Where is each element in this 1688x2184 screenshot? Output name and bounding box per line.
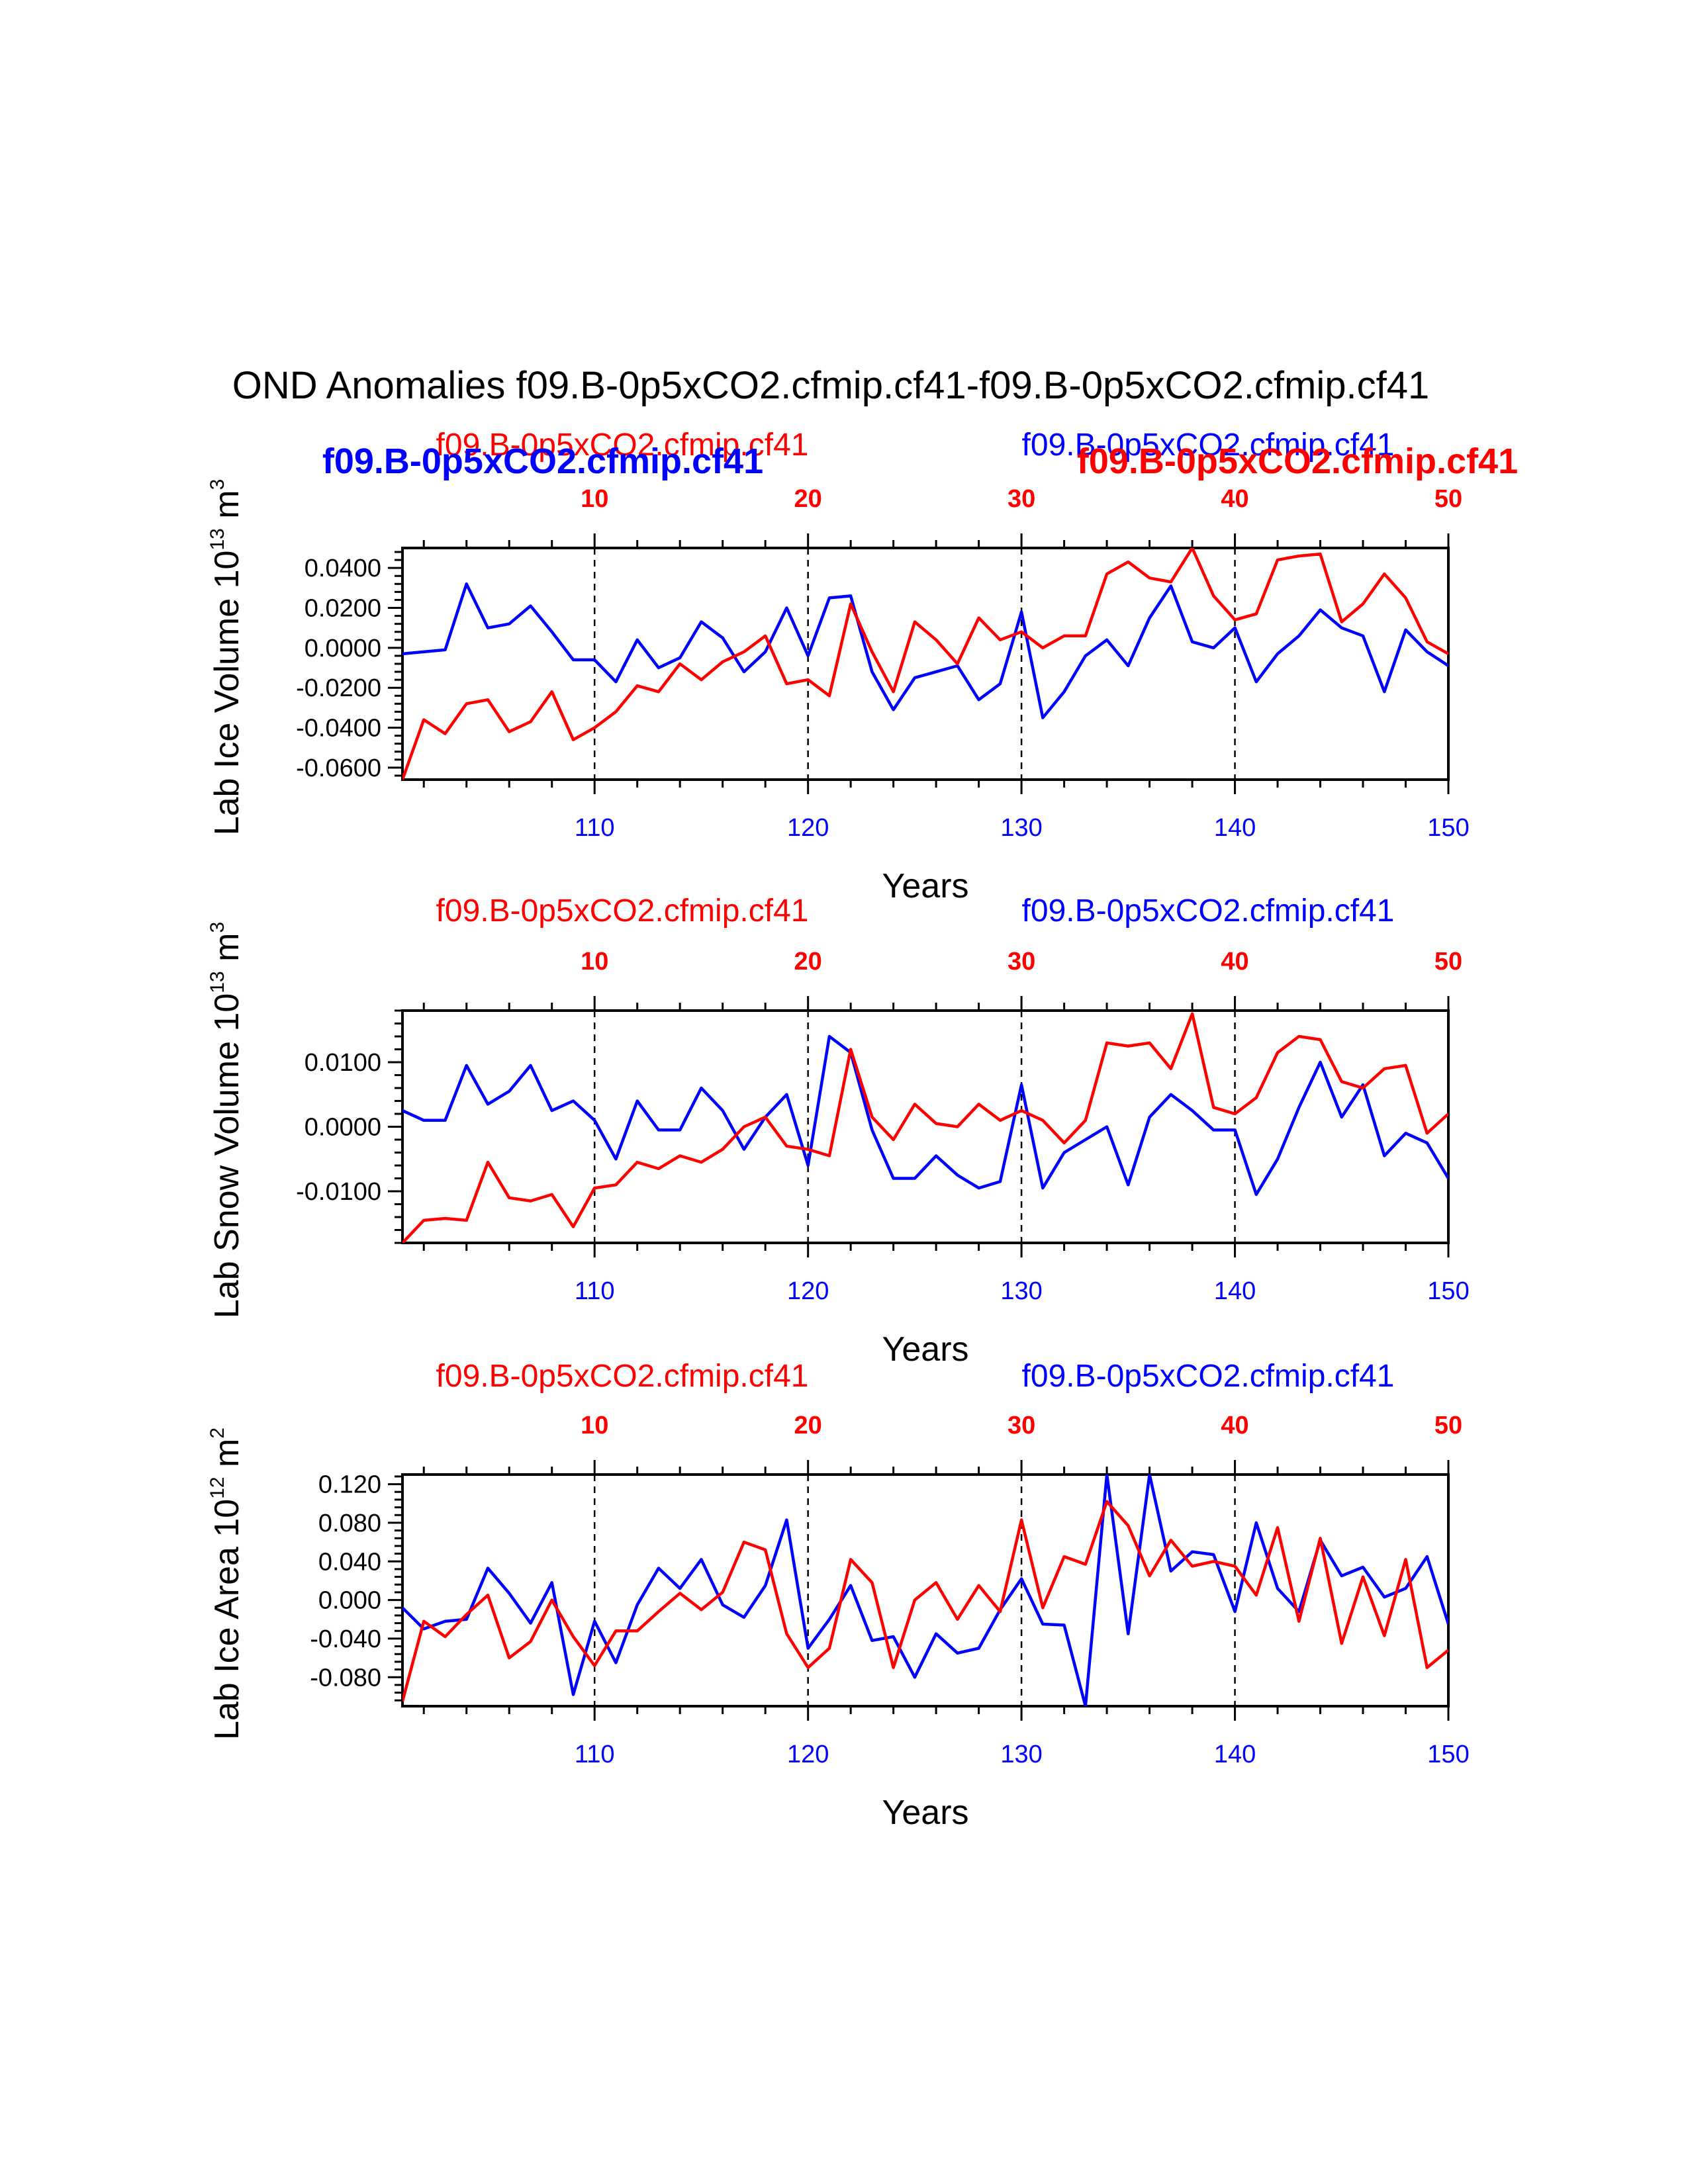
chart-title: OND Anomalies f09.B-0p5xCO2.cfmip.cf41-f… [232,364,1429,407]
y-tick-label: 0.0400 [305,555,381,582]
series-line-red [402,1012,1448,1243]
y-tick-label: 0.080 [318,1510,381,1537]
x-tick-label-top: 40 [1221,1412,1248,1439]
x-tick-label-top: 50 [1434,485,1462,513]
legend-red-run-2: f09.B-0p5xCO2.cfmip.cf41 [436,893,809,929]
y-tick-label: -0.0400 [296,715,381,743]
x-tick-label-bottom: 150 [1427,1277,1469,1305]
x-tick-label-top: 20 [794,1412,822,1439]
x-tick-label-bottom: 140 [1214,1741,1256,1768]
x-tick-label-top: 20 [794,948,822,976]
legend-red-run-1: f09.B-0p5xCO2.cfmip.cf41 [436,428,809,463]
y-axis-label: Lab Snow Volume 1013 m3 [207,922,246,1318]
series-line-red [402,548,1448,780]
x-tick-label-top: 40 [1221,485,1248,513]
x-tick-label-top: 50 [1434,948,1462,976]
legend-red-run-bold: f09.B-0p5xCO2.cfmip.cf41 [1077,441,1518,481]
y-tick-label: 0.0000 [305,635,381,662]
x-tick-label-bottom: 110 [575,1277,615,1305]
y-tick-label: -0.0600 [296,754,381,782]
x-tick-label-bottom: 150 [1427,814,1469,842]
y-tick-label: -0.0200 [296,674,381,702]
y-tick-label: 0.0000 [305,1114,381,1142]
x-tick-label-top: 20 [794,485,822,513]
x-tick-label-top: 10 [581,1412,608,1439]
x-tick-label-bottom: 130 [1000,1277,1042,1305]
x-tick-label-bottom: 120 [787,1277,829,1305]
x-axis-label: Years [882,1330,968,1369]
y-axis-label: Lab Ice Area 1012 m2 [207,1428,246,1740]
series-line-blue [402,1475,1448,1706]
x-tick-label-top: 30 [1008,1412,1035,1439]
x-tick-label-top: 40 [1221,948,1248,976]
y-tick-label: 0.120 [318,1471,381,1499]
y-tick-label: -0.080 [310,1664,381,1692]
x-tick-label-top: 30 [1008,948,1035,976]
y-tick-label: 0.0100 [305,1049,381,1077]
x-tick-label-top: 30 [1008,485,1035,513]
x-tick-label-bottom: 120 [787,1741,829,1768]
x-tick-label-bottom: 110 [575,1741,615,1768]
legend-blue-run-3: f09.B-0p5xCO2.cfmip.cf41 [1022,1359,1395,1394]
y-tick-label: 0.000 [318,1587,381,1615]
x-tick-label-bottom: 150 [1427,1741,1469,1768]
x-tick-label-top: 50 [1434,1412,1462,1439]
x-tick-label-bottom: 140 [1214,1277,1256,1305]
y-tick-label: 0.0200 [305,595,381,623]
x-tick-label-bottom: 140 [1214,814,1256,842]
x-tick-label-bottom: 130 [1000,1741,1042,1768]
panel-lab-snow-volume: 110 120 130 140 150 10 20 30 40 50 -0.0100 0.0000 0.… [207,922,1470,1369]
x-axis-label: Years [882,1794,968,1832]
legend-blue-run-2: f09.B-0p5xCO2.cfmip.cf41 [1022,893,1395,929]
y-tick-label: -0.040 [310,1625,381,1653]
y-tick-label: 0.040 [318,1548,381,1576]
y-axis-label: Lab Ice Volume 1013 m3 [207,479,246,836]
x-axis-label: Years [882,867,968,905]
panel-lab-ice-volume: 110 120 130 140 150 10 20 30 40 50 -0.0600 -0.0400 -… [207,479,1470,905]
series-line-blue [402,1034,1448,1197]
series-line-blue [402,582,1448,719]
x-tick-label-top: 10 [581,485,608,513]
series-line-red [402,1500,1448,1702]
x-tick-label-top: 10 [581,948,608,976]
x-tick-label-bottom: 110 [575,814,615,842]
y-tick-label: -0.0100 [296,1178,381,1206]
plot-frame [401,547,1450,781]
legend-blue-run-1: f09.B-0p5xCO2.cfmip.cf41 [1022,428,1395,463]
x-tick-label-bottom: 130 [1000,814,1042,842]
x-tick-label-bottom: 120 [787,814,829,842]
legend-blue-run-bold: f09.B-0p5xCO2.cfmip.cf41 [322,441,763,481]
plot-frame [401,1473,1450,1707]
panel-lab-ice-area: 110 120 130 140 150 10 20 30 40 50 -0.080 -0.040 0.0… [207,1412,1470,1832]
legend-red-run-3: f09.B-0p5xCO2.cfmip.cf41 [436,1359,809,1394]
